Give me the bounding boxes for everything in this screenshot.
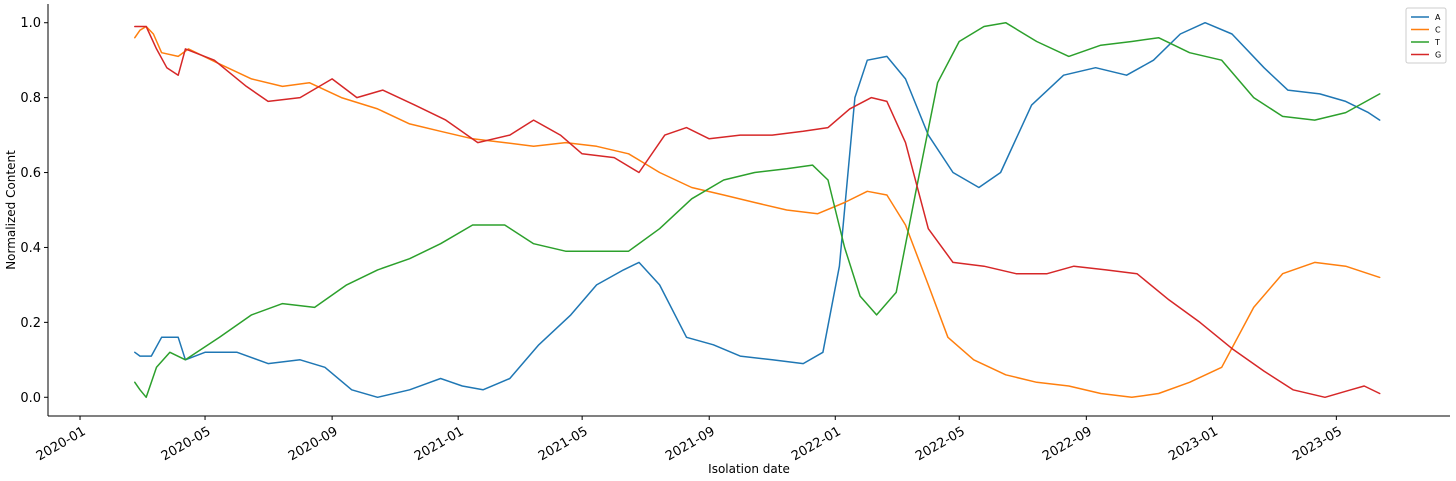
x-tick-label: 2020-01 [34, 424, 89, 464]
series-line-c [134, 25, 1381, 399]
x-tick-label: 2020-09 [286, 424, 341, 464]
x-axis-title: Isolation date [708, 462, 790, 476]
x-tick-label: 2020-05 [159, 424, 214, 464]
x-ticks: 2020-01 2020-05 2020-09 2021-01 2021-05 2021-… [34, 416, 1345, 464]
x-tick-label: 2023-05 [1290, 424, 1345, 464]
y-tick-label: 0.2 [20, 316, 41, 331]
series-line-a [134, 21, 1381, 399]
legend-frame [1405, 7, 1447, 64]
y-ticks: 0.0 0.2 0.4 0.6 0.8 1.0 [20, 16, 48, 406]
legend-label-c: C [1435, 26, 1441, 35]
x-tick-label: 2021-01 [412, 424, 467, 464]
x-tick-label: 2021-09 [663, 424, 718, 464]
y-tick-label: 0.4 [20, 241, 41, 256]
y-tick-label: 0.8 [20, 91, 41, 106]
series-line-g [134, 25, 1381, 399]
x-tick-label: 2021-05 [536, 424, 591, 464]
legend-label-t: T [1434, 38, 1440, 47]
x-tick-label: 2022-09 [1040, 424, 1095, 464]
y-tick-label: 1.0 [20, 16, 41, 31]
series-line-t [134, 21, 1381, 399]
x-tick-label: 2023-01 [1166, 424, 1221, 464]
y-tick-label: 0.6 [20, 166, 41, 181]
x-tick-label: 2022-01 [789, 424, 844, 464]
y-axis-title: Normalized Content [4, 150, 18, 270]
x-tick-label: 2022-05 [913, 424, 968, 464]
series-lines [134, 21, 1381, 399]
y-tick-label: 0.0 [20, 391, 41, 406]
legend-label-g: G [1435, 51, 1441, 60]
legend-label-a: A [1435, 13, 1441, 22]
